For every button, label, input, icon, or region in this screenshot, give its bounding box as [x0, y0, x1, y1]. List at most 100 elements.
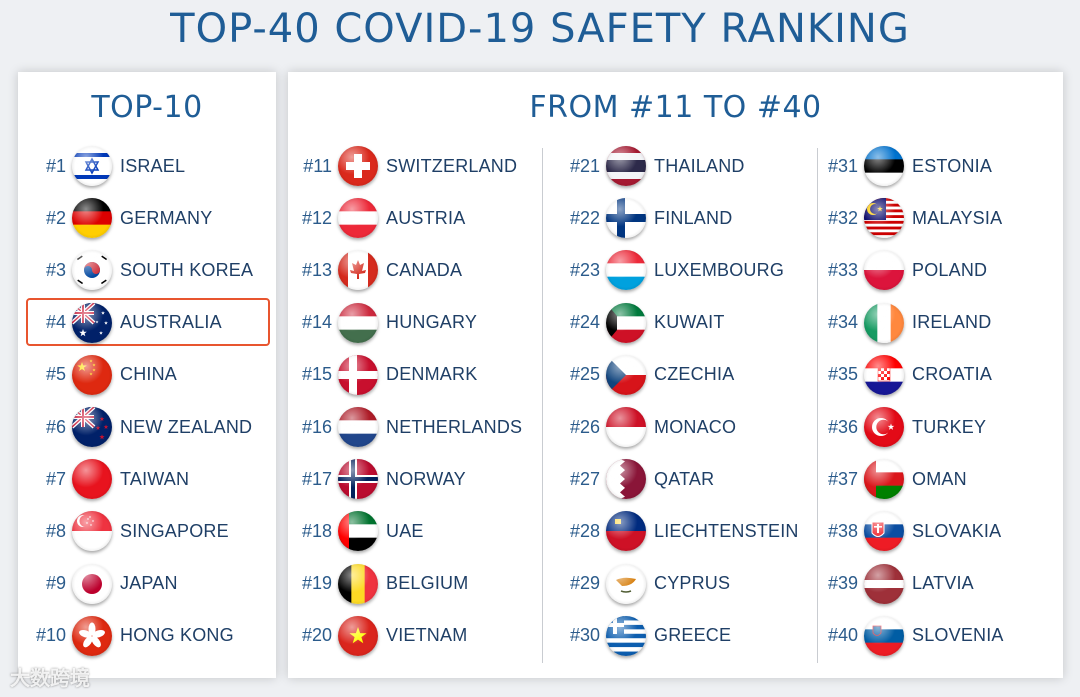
czechia-flag-icon: [606, 354, 646, 395]
column-divider: [542, 148, 543, 663]
country-name: NETHERLANDS: [386, 416, 523, 437]
country-name: BELGIUM: [386, 573, 469, 594]
rank-number: #16: [301, 416, 332, 437]
country-name: MONACO: [654, 416, 737, 437]
highlight-box: [26, 298, 270, 346]
rank-number: #10: [35, 625, 66, 646]
country-name: VIETNAM: [386, 625, 468, 646]
country-name: NORWAY: [386, 468, 466, 489]
ranking-row: #33 POLAND: [820, 248, 987, 292]
rank-number: #15: [301, 364, 332, 385]
ranking-row: #6 NEW ZEALAND: [28, 405, 252, 449]
belgium-flag-icon: [338, 563, 378, 604]
country-name: LUXEMBOURG: [654, 259, 785, 280]
rank-number: #12: [301, 207, 332, 228]
rank-number: #26: [569, 416, 600, 437]
rank-number: #22: [569, 207, 600, 228]
rank-number: #6: [45, 416, 66, 437]
rank-number: #3: [45, 259, 66, 280]
top-10-heading: TOP-10: [91, 90, 203, 125]
country-name: QATAR: [654, 468, 715, 489]
ranking-row: #38 SLOVAKIA: [820, 509, 1001, 553]
rank-number: #20: [301, 625, 332, 646]
country-name: CHINA: [120, 364, 178, 385]
rank-number: #17: [301, 468, 332, 489]
austria-flag-icon: [338, 198, 378, 239]
canada-flag-icon: [338, 250, 378, 291]
liechtenstein-flag-icon: [606, 511, 646, 552]
rank-number: #14: [301, 312, 332, 333]
rank-number: #30: [569, 625, 600, 646]
country-name: SLOVAKIA: [912, 520, 1002, 541]
ranking-row: #29 CYPRUS: [562, 562, 730, 606]
ranking-row: #30 GREECE: [562, 614, 731, 658]
country-name: SWITZERLAND: [386, 155, 518, 176]
country-name: NEW ZEALAND: [120, 416, 253, 437]
ranking-row: #25 CZECHIA: [562, 353, 734, 397]
rank-number: #25: [569, 364, 600, 385]
ranking-row: #7 TAIWAN: [28, 457, 189, 501]
rank-number: #24: [569, 312, 600, 333]
rank-number: #33: [827, 259, 858, 280]
thailand-flag-icon: [606, 146, 646, 186]
rank-number: #32: [827, 207, 858, 228]
switzerland-flag-icon: [338, 146, 378, 186]
rank-number: #2: [45, 207, 66, 228]
country-name: KUWAIT: [654, 312, 725, 333]
slovenia-flag-icon: [864, 615, 904, 656]
rank-number: #27: [569, 468, 600, 489]
ranking-row: #31 ESTONIA: [820, 144, 992, 188]
ranking-row: #9 JAPAN: [28, 562, 178, 606]
germany-flag-icon: [72, 198, 112, 239]
country-name: CZECHIA: [654, 364, 735, 385]
ranking-row: #15 DENMARK: [294, 353, 477, 397]
japan-flag-icon: [72, 563, 112, 604]
ranking-row: #26 MONACO: [562, 405, 736, 449]
rank-number: #40: [827, 625, 858, 646]
country-name: ISRAEL: [120, 155, 186, 176]
ranking-row: #4 AUSTRALIA: [28, 301, 222, 345]
rank-number: #13: [301, 259, 332, 280]
greece-flag-icon: [606, 615, 646, 656]
country-name: MALAYSIA: [912, 207, 1003, 228]
ranking-row: #37 OMAN: [820, 457, 967, 501]
rank-number: #39: [827, 573, 858, 594]
ranking-row: #21 THAILAND: [562, 144, 745, 188]
ranking-row: #10 HONG KONG: [28, 614, 234, 658]
country-name: JAPAN: [120, 573, 178, 594]
ranking-row: #8 SINGAPORE: [28, 509, 229, 553]
malaysia-flag-icon: [864, 198, 904, 239]
country-name: HONG KONG: [120, 625, 234, 646]
israel-flag-icon: [72, 146, 112, 186]
ranking-row: #14 HUNGARY: [294, 301, 477, 345]
vietnam-flag-icon: [338, 615, 378, 656]
latvia-flag-icon: [864, 563, 904, 604]
ranking-row: #2 GERMANY: [28, 196, 212, 240]
ranking-row: #36 TURKEY: [820, 405, 986, 449]
country-name: FINLAND: [654, 207, 733, 228]
country-name: DENMARK: [386, 364, 478, 385]
country-name: THAILAND: [654, 155, 745, 176]
country-name: AUSTRIA: [386, 207, 466, 228]
country-name: ESTONIA: [912, 155, 993, 176]
country-name: SLOVENIA: [912, 625, 1004, 646]
ranking-row: #16 NETHERLANDS: [294, 405, 522, 449]
ranking-row: #5 CHINA: [28, 353, 177, 397]
rank-number: #18: [301, 520, 332, 541]
ranking-row: #3 SOUTH KOREA: [28, 248, 253, 292]
country-name: UAE: [386, 520, 424, 541]
netherlands-flag-icon: [338, 407, 378, 447]
country-name: IRELAND: [912, 312, 992, 333]
australia-flag-icon: [72, 302, 112, 343]
china-flag-icon: [72, 354, 112, 395]
ireland-flag-icon: [864, 302, 904, 343]
monaco-flag-icon: [606, 407, 646, 447]
column-divider: [817, 148, 818, 663]
ranking-row: #35 CROATIA: [820, 353, 992, 397]
turkey-flag-icon: [864, 407, 904, 447]
hungary-flag-icon: [338, 302, 378, 343]
qatar-flag-icon: [606, 459, 646, 500]
ranking-row: #17 NORWAY: [294, 457, 466, 501]
rank-number: #34: [827, 312, 858, 333]
poland-flag-icon: [864, 250, 904, 291]
